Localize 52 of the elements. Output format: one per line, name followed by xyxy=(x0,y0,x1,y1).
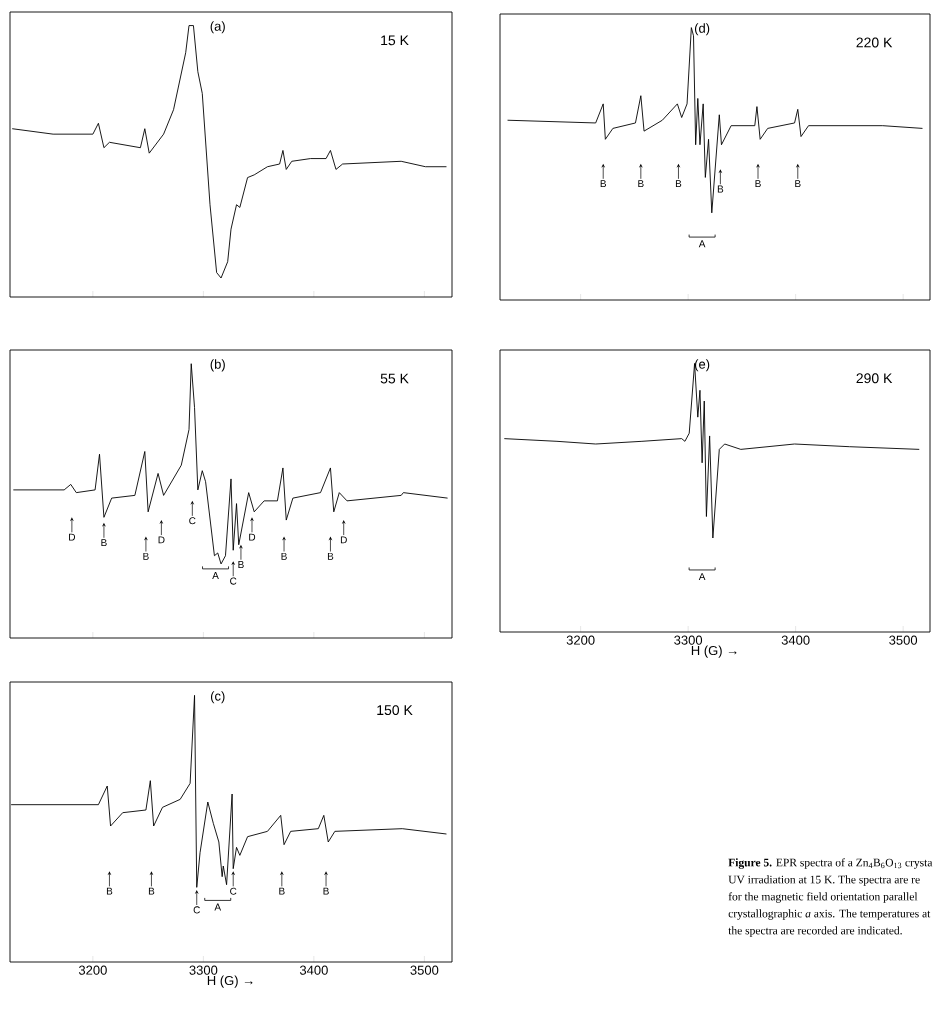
chart-title: (d) xyxy=(694,23,710,36)
annotation: A xyxy=(698,573,706,581)
x-axis-title: H (G) → xyxy=(691,645,737,658)
annotation: B xyxy=(143,552,149,560)
annotation: B xyxy=(327,552,334,560)
x-axis-title: H (G) → xyxy=(207,975,253,988)
annotation: B xyxy=(795,180,801,188)
x-tick-label: 3400 xyxy=(781,635,810,645)
annotation: C xyxy=(230,577,237,585)
x-tick-label: 3300 xyxy=(674,635,703,645)
text: UV irradiation at 15 K. The spectra are re xyxy=(728,875,920,886)
annotation: B xyxy=(600,180,607,188)
annotation: B xyxy=(717,185,724,193)
x-tick-label: 3300 xyxy=(189,965,218,975)
text: the spectra are recorded are indicated. xyxy=(728,926,902,937)
annotation: C xyxy=(189,517,196,525)
annotation: B xyxy=(101,539,107,547)
annotation: D xyxy=(158,536,165,544)
chart-title: (a) xyxy=(210,21,225,34)
x-tick-label: 3500 xyxy=(889,635,918,645)
annotation: B xyxy=(638,180,644,188)
text: for the magnetic field orientation parallel xyxy=(728,892,918,903)
annotation: B xyxy=(148,887,155,895)
x-tick-label: 3200 xyxy=(78,965,107,975)
text: 150 K xyxy=(377,705,413,716)
annotation: D xyxy=(249,533,256,541)
text: crystallographic a axis. The temperatures at xyxy=(728,909,931,920)
annotation: A xyxy=(212,572,219,579)
x-tick-label: 3400 xyxy=(299,965,328,975)
annotation: D xyxy=(69,533,76,541)
annotation: B xyxy=(106,887,113,895)
annotation: A xyxy=(214,903,222,911)
text: 55 K xyxy=(380,373,409,384)
text: 290 K xyxy=(856,373,893,384)
annotation: D xyxy=(340,536,347,544)
x-tick-label: 3500 xyxy=(410,965,439,975)
chart-title: (c) xyxy=(210,691,225,704)
annotation: A xyxy=(698,240,706,248)
chart-title: (e) xyxy=(694,359,710,372)
annotation: C xyxy=(193,906,200,914)
annotation: B xyxy=(755,180,761,188)
annotation: B xyxy=(281,552,287,560)
annotation: B xyxy=(675,180,682,188)
text: Figure 5. EPR spectra of a Zn$_{4}$B$_{6}$O$_{13}$ crysta xyxy=(728,858,933,869)
text: 220 K xyxy=(856,37,893,48)
annotation: B xyxy=(238,561,244,568)
annotation: B xyxy=(279,887,285,895)
text: 15 K xyxy=(381,35,409,46)
annotation: C xyxy=(230,887,237,895)
annotation: B xyxy=(323,887,329,895)
chart-title: (b) xyxy=(210,359,225,372)
x-tick-label: 3200 xyxy=(566,635,595,645)
